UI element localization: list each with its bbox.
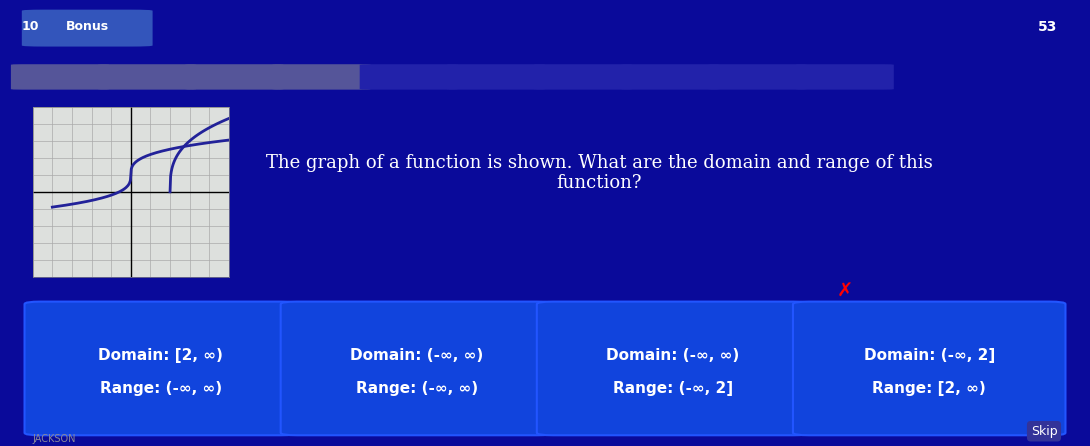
Text: Range: [2, ∞): Range: [2, ∞) bbox=[872, 381, 986, 396]
Text: Bonus: Bonus bbox=[65, 20, 109, 33]
Text: ✗: ✗ bbox=[837, 282, 853, 301]
Text: Range: (-∞, ∞): Range: (-∞, ∞) bbox=[355, 381, 479, 396]
Text: Domain: (-∞, ∞): Domain: (-∞, ∞) bbox=[350, 348, 484, 363]
FancyBboxPatch shape bbox=[24, 301, 296, 435]
FancyBboxPatch shape bbox=[534, 64, 632, 90]
FancyBboxPatch shape bbox=[360, 64, 458, 90]
FancyBboxPatch shape bbox=[22, 10, 153, 46]
Text: 10: 10 bbox=[22, 20, 39, 33]
Text: Range: (-∞, 2]: Range: (-∞, 2] bbox=[613, 381, 734, 396]
FancyBboxPatch shape bbox=[536, 301, 809, 435]
Text: JACKSON: JACKSON bbox=[33, 434, 76, 444]
Text: Domain: (-∞, ∞): Domain: (-∞, ∞) bbox=[606, 348, 740, 363]
FancyBboxPatch shape bbox=[792, 301, 1065, 435]
FancyBboxPatch shape bbox=[98, 64, 196, 90]
Text: Skip: Skip bbox=[1031, 425, 1057, 438]
Text: Range: (-∞, ∞): Range: (-∞, ∞) bbox=[99, 381, 222, 396]
FancyBboxPatch shape bbox=[11, 64, 109, 90]
Text: 53: 53 bbox=[1038, 20, 1057, 34]
FancyBboxPatch shape bbox=[447, 64, 545, 90]
FancyBboxPatch shape bbox=[621, 64, 719, 90]
FancyBboxPatch shape bbox=[796, 64, 894, 90]
FancyBboxPatch shape bbox=[280, 301, 553, 435]
Text: Domain: [2, ∞): Domain: [2, ∞) bbox=[98, 348, 223, 363]
Text: The graph of a function is shown. What are the domain and range of this
function: The graph of a function is shown. What a… bbox=[266, 154, 933, 192]
FancyBboxPatch shape bbox=[708, 64, 807, 90]
FancyBboxPatch shape bbox=[185, 64, 283, 90]
FancyBboxPatch shape bbox=[272, 64, 371, 90]
Text: Domain: (-∞, 2]: Domain: (-∞, 2] bbox=[863, 348, 995, 363]
